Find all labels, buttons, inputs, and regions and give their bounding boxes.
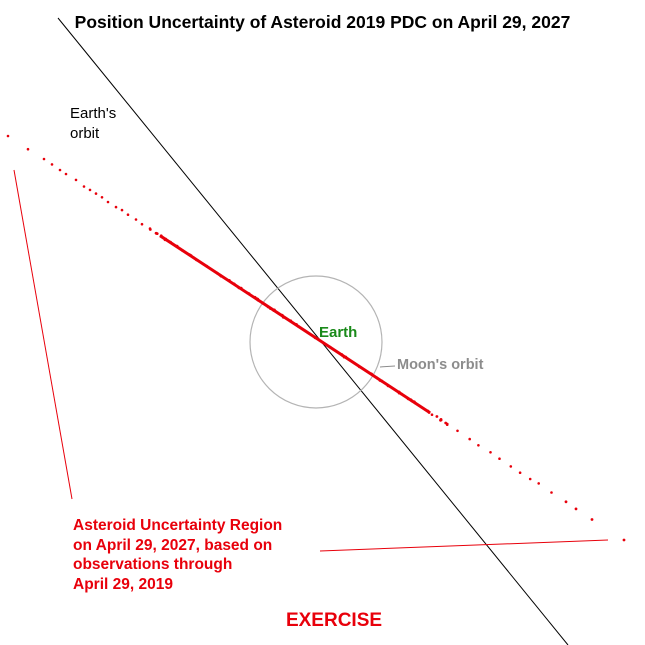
uncertainty-dot — [509, 465, 513, 468]
uncertainty-dot — [159, 234, 163, 238]
region-label-line1: Asteroid Uncertainty Region — [73, 517, 283, 534]
uncertainty-dot — [342, 355, 346, 359]
uncertainty-dot — [120, 208, 124, 212]
uncertainty-dot — [622, 538, 626, 542]
uncertainty-dot — [280, 313, 284, 317]
earth-orbit-label: Earth's orbit — [70, 104, 116, 144]
uncertainty-dot — [219, 274, 223, 278]
uncertainty-dot — [477, 444, 480, 447]
uncertainty-dot — [50, 163, 54, 166]
uncertainty-dot — [297, 325, 301, 328]
uncertainty-dot — [74, 178, 78, 182]
uncertainty-dot — [126, 213, 130, 216]
region-label-line2: on April 29, 2027, based on — [73, 536, 273, 554]
uncertainty-dot — [181, 249, 185, 253]
earth-orbit-label-line1: Earth's — [70, 105, 117, 122]
earth-orbit-label-line2: orbit — [70, 125, 100, 142]
uncertainty-dot — [174, 244, 178, 248]
uncertainty-dot — [435, 415, 439, 418]
uncertainty-dot — [574, 507, 578, 511]
uncertainty-dot — [246, 291, 249, 295]
uncertainty-dot — [88, 188, 92, 192]
uncertainty-dot — [564, 500, 568, 504]
uncertainty-dot — [400, 392, 403, 396]
uncertainty-dot — [406, 397, 410, 401]
region-leader-right — [319, 539, 609, 552]
uncertainty-dot — [397, 391, 401, 395]
uncertainty-dot — [154, 231, 158, 235]
uncertainty-dot — [169, 240, 172, 244]
uncertainty-dot — [192, 256, 196, 260]
uncertainty-dot — [164, 237, 168, 241]
moon-orbit-leader — [379, 365, 396, 368]
region-label-line4: April 29, 2019 — [73, 575, 173, 593]
uncertainty-dot — [26, 147, 30, 151]
earth-label: Earth — [319, 324, 358, 341]
moon-orbit-label: Moon's orbit — [397, 357, 484, 373]
uncertainty-dot — [227, 279, 231, 282]
uncertainty-dot — [6, 134, 10, 138]
uncertainty-dot — [357, 365, 361, 369]
uncertainty-region-label: Asteroid Uncertainty Region on April 29,… — [73, 516, 282, 594]
uncertainty-dot — [370, 372, 374, 376]
uncertainty-dot — [82, 185, 86, 188]
uncertainty-dot — [378, 379, 382, 382]
uncertainty-dot — [64, 172, 68, 176]
uncertainty-dot — [261, 302, 265, 305]
uncertainty-dot — [328, 345, 332, 349]
uncertainty-dot — [140, 222, 144, 226]
uncertainty-dot — [386, 384, 390, 388]
asteroid-uncertainty-region — [6, 134, 626, 542]
uncertainty-dot — [94, 192, 98, 195]
exercise-label: EXERCISE — [285, 610, 383, 631]
uncertainty-dot — [237, 286, 241, 290]
uncertainty-dot — [375, 376, 379, 380]
uncertainty-dot — [215, 271, 219, 275]
uncertainty-dot — [148, 228, 152, 231]
uncertainty-dot — [590, 518, 594, 521]
uncertainty-dot — [256, 297, 260, 301]
uncertainty-dot — [537, 482, 540, 485]
uncertainty-dot — [427, 411, 431, 414]
uncertainty-dot — [239, 286, 243, 290]
moon-orbit-circle — [249, 275, 383, 409]
uncertainty-dot — [189, 254, 193, 257]
uncertainty-dot — [114, 205, 118, 209]
uncertainty-dot — [205, 264, 209, 268]
uncertainty-dot — [518, 471, 522, 475]
uncertainty-dot — [313, 336, 317, 340]
uncertainty-dot — [42, 157, 46, 161]
uncertainty-dot — [266, 305, 270, 309]
uncertainty-dot — [194, 258, 198, 262]
uncertainty-dot — [409, 398, 413, 402]
uncertainty-dot — [498, 457, 501, 461]
earth-orbit-line — [57, 17, 569, 645]
uncertainty-dot — [232, 282, 236, 286]
uncertainty-dot — [273, 308, 276, 312]
uncertainty-dot — [550, 491, 553, 494]
uncertainty-dot — [340, 353, 344, 356]
uncertainty-dot — [528, 477, 532, 481]
uncertainty-dot — [489, 451, 492, 454]
uncertainty-dot — [439, 418, 443, 422]
uncertainty-dot — [58, 168, 62, 172]
region-label-line3: observations through — [73, 556, 233, 573]
uncertainty-dot — [295, 323, 298, 326]
uncertainty-dot — [468, 437, 472, 441]
uncertainty-dot — [106, 200, 110, 204]
uncertainty-dot — [456, 429, 459, 433]
uncertainty-dot — [445, 423, 449, 427]
uncertainty-dot — [269, 307, 272, 310]
uncertainty-dot — [289, 319, 293, 323]
uncertainty-dot — [134, 218, 138, 221]
uncertainty-dot — [412, 400, 416, 404]
diagram-title: Position Uncertainty of Asteroid 2019 PD… — [74, 12, 571, 32]
uncertainty-dot — [430, 413, 434, 417]
uncertainty-dot — [100, 196, 104, 199]
region-leader-left — [13, 169, 73, 500]
